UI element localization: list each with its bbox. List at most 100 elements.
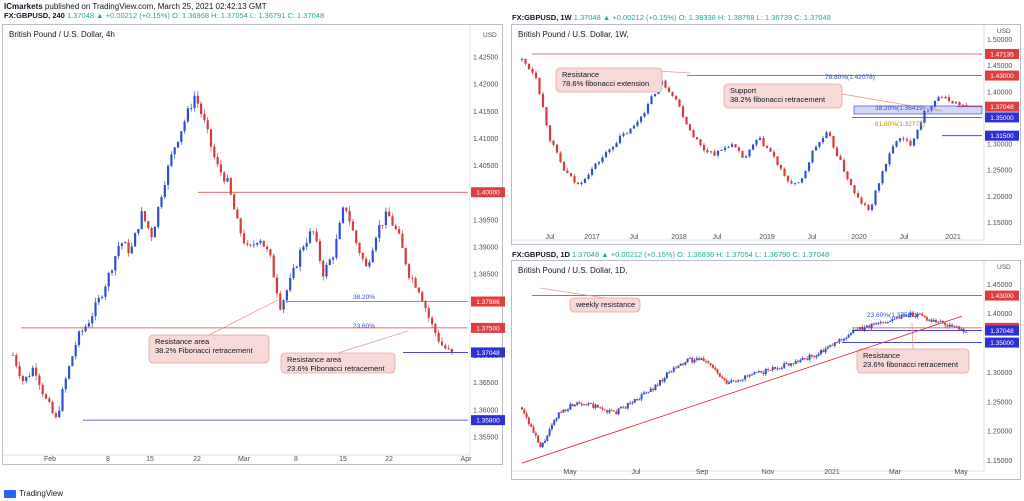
- chart-1d-panel[interactable]: British Pound / U.S. Dollar, 1D, 1.15000…: [511, 260, 1021, 480]
- candle-body: [308, 231, 312, 243]
- candle-body: [289, 277, 292, 291]
- candle-body: [771, 367, 774, 370]
- candle-body: [912, 312, 914, 316]
- candle-body: [780, 367, 783, 369]
- candle-body: [332, 257, 335, 260]
- candle-body: [778, 368, 781, 370]
- candle-body: [928, 319, 931, 321]
- candle-body: [190, 108, 193, 109]
- x-tick-label: 2017: [584, 234, 600, 241]
- candle-body: [94, 302, 97, 317]
- currency-label: USD: [997, 264, 1011, 271]
- publisher-name[interactable]: ICmarkets: [4, 2, 43, 11]
- candle-body: [444, 345, 447, 349]
- level-price-tag: [985, 70, 1019, 81]
- candle-body: [825, 132, 828, 139]
- candle-body: [672, 367, 675, 372]
- candle-body: [193, 95, 196, 109]
- y-tick-label: 1.15000: [987, 220, 1012, 227]
- fib-label: 61.80%(1.32772): [875, 121, 925, 128]
- candle-body: [884, 322, 887, 324]
- candle-body: [916, 129, 919, 139]
- candle-body: [926, 110, 930, 112]
- chart-1w-svg[interactable]: 1.15000 1.20000 1.25000 1.30000 1.35000 1.400…: [512, 25, 1022, 246]
- candle-body: [361, 253, 364, 259]
- candle-body: [681, 106, 685, 118]
- candle-body: [604, 152, 608, 158]
- candle-body: [200, 103, 203, 115]
- candle-body: [944, 322, 947, 326]
- candle-body: [279, 293, 282, 310]
- candle-body: [835, 147, 839, 157]
- candle-body: [769, 148, 772, 152]
- x-tick-label: Feb: [44, 456, 56, 463]
- candle-body: [944, 96, 947, 99]
- fib-label: 38.20%: [353, 294, 375, 301]
- candle-body: [322, 260, 325, 277]
- chart-4h-svg[interactable]: 1.355001.360001.365001.370001.375001.380…: [3, 25, 505, 466]
- candle-body: [295, 266, 298, 268]
- candle-body: [723, 147, 727, 150]
- candle-body: [578, 402, 581, 404]
- candle-body: [203, 114, 206, 121]
- candle-body: [566, 170, 569, 174]
- level-price-tag: [471, 415, 505, 426]
- candle-body: [312, 231, 315, 233]
- y-tick-label: 1.41000: [473, 136, 498, 143]
- candle-body: [530, 424, 533, 427]
- candle-body: [608, 149, 611, 153]
- candle-body: [734, 144, 737, 148]
- candle-body: [541, 94, 545, 108]
- candle-body: [758, 137, 762, 140]
- annotation-pointer: [539, 287, 606, 299]
- annotation-box: [148, 334, 270, 364]
- candle-body: [699, 139, 702, 145]
- candle-body: [576, 182, 580, 185]
- candle-body: [728, 382, 730, 384]
- candle-body: [91, 316, 94, 324]
- candle-body: [755, 139, 758, 145]
- candle-body: [755, 372, 758, 373]
- candle-body: [25, 376, 28, 382]
- candle-body: [649, 388, 652, 392]
- candle-body: [921, 313, 924, 316]
- candle-body: [564, 409, 567, 411]
- candle-body: [546, 435, 549, 441]
- candle-body: [732, 380, 735, 382]
- annotation-box: [856, 348, 970, 374]
- candle-body: [895, 317, 898, 319]
- candle-body: [739, 380, 742, 382]
- candle-body: [659, 380, 661, 386]
- candle-body: [636, 121, 639, 126]
- y-tick-label: 1.25000: [987, 399, 1012, 406]
- candle-body: [252, 244, 255, 246]
- candle-body: [861, 327, 864, 331]
- y-tick-label: 1.40000: [987, 311, 1012, 318]
- annotation-text: 23.6% fibonacci retracement: [863, 360, 959, 369]
- candle-body: [28, 376, 31, 377]
- candle-body: [783, 168, 786, 176]
- candle-body: [854, 329, 857, 331]
- candle-body: [692, 130, 695, 138]
- weekly-ohlc: 1.37048 ▲ +0.00212 (+0.15%) O: 1.38338 H…: [573, 13, 831, 22]
- candle-body: [242, 233, 246, 244]
- candle-body: [702, 144, 706, 151]
- candle-body: [872, 323, 875, 325]
- candle-body: [877, 322, 880, 324]
- candle-body: [134, 233, 137, 247]
- candle-body: [87, 323, 90, 327]
- candle-body: [71, 356, 74, 367]
- annotation-text: weekly resistance: [575, 300, 635, 309]
- chart-1d-svg[interactable]: 1.15000 1.20000 1.25000 1.30000 1.35000 1.400…: [512, 261, 1022, 481]
- candle-body: [856, 329, 859, 331]
- candle-body: [923, 110, 926, 123]
- tradingview-logo[interactable]: TradingView: [4, 489, 63, 498]
- y-tick-label: 1.36000: [473, 407, 498, 414]
- annotation-text: 38.2% fibonacci retracement: [730, 95, 826, 104]
- candle-body: [625, 133, 629, 135]
- chart-1w-panel[interactable]: British Pound / U.S. Dollar, 1W, 1.15000…: [511, 24, 1021, 245]
- candle-body: [622, 406, 625, 408]
- annotation-text: 78.6% fibonacci extension: [562, 79, 649, 88]
- chart-4h-panel[interactable]: British Pound / U.S. Dollar, 4h 1.35500 1…: [2, 24, 505, 466]
- level-price-tag: [985, 337, 1019, 348]
